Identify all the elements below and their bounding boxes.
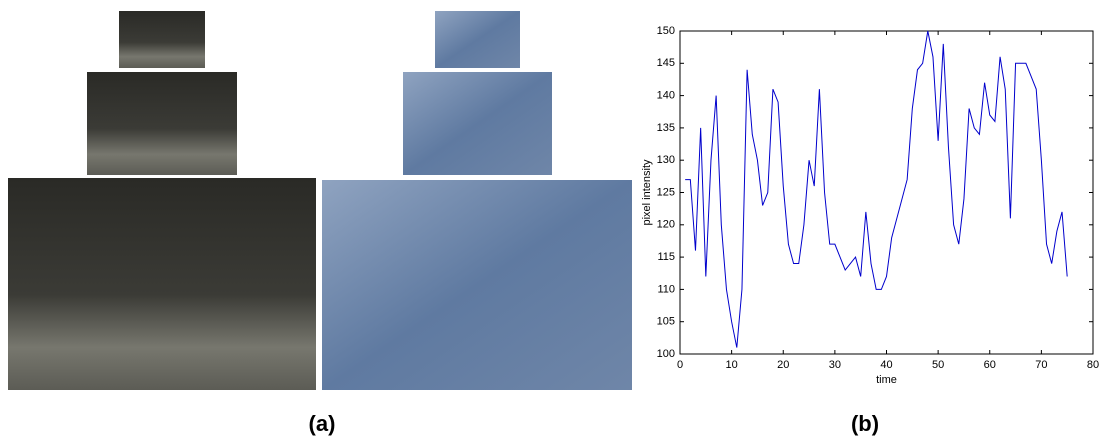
plot-area xyxy=(679,30,1094,355)
y-axis-label: pixel intensity xyxy=(641,159,653,226)
y-tick-label: 125 xyxy=(657,186,675,198)
y-tick-label: 150 xyxy=(657,25,675,37)
y-tick-label: 135 xyxy=(657,122,675,134)
y-tick-label: 110 xyxy=(657,283,675,295)
y-tick-label: 140 xyxy=(657,90,675,102)
x-tick-label: 10 xyxy=(726,359,738,371)
x-tick-label: 50 xyxy=(932,359,944,371)
x-tick-label: 80 xyxy=(1087,359,1099,371)
x-tick-label: 70 xyxy=(1035,359,1047,371)
panel-label: (a) xyxy=(309,411,336,436)
y-tick-label: 100 xyxy=(657,348,675,360)
y-tick-label: 145 xyxy=(657,57,675,69)
water-pyramid xyxy=(322,11,632,390)
x-tick-label: 0 xyxy=(677,359,683,371)
x-tick-label: 30 xyxy=(829,359,841,371)
x-tick-label: 20 xyxy=(777,359,789,371)
rain-pyramid xyxy=(8,11,316,390)
y-tick-label: 115 xyxy=(657,251,675,263)
y-tick-label: 130 xyxy=(657,154,675,166)
x-axis-label: time xyxy=(876,374,897,386)
y-tick-label: 105 xyxy=(657,316,675,328)
x-tick-label: 40 xyxy=(880,359,892,371)
x-tick-label: 60 xyxy=(984,359,996,371)
panel-label: (b) xyxy=(851,411,879,436)
line-series xyxy=(685,30,1068,348)
y-tick-label: 120 xyxy=(657,219,675,231)
